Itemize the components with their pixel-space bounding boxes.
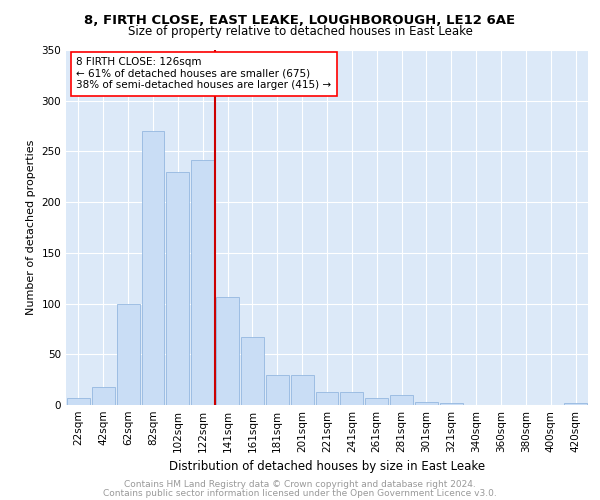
- Bar: [266, 374, 289, 405]
- Bar: [415, 402, 438, 405]
- Bar: [166, 172, 189, 405]
- Text: 8, FIRTH CLOSE, EAST LEAKE, LOUGHBOROUGH, LE12 6AE: 8, FIRTH CLOSE, EAST LEAKE, LOUGHBOROUGH…: [85, 14, 515, 27]
- Bar: [241, 337, 264, 405]
- Bar: [440, 403, 463, 405]
- Bar: [340, 392, 363, 405]
- Text: 8 FIRTH CLOSE: 126sqm
← 61% of detached houses are smaller (675)
38% of semi-det: 8 FIRTH CLOSE: 126sqm ← 61% of detached …: [76, 57, 332, 90]
- Bar: [92, 386, 115, 405]
- Bar: [117, 304, 140, 405]
- Bar: [390, 395, 413, 405]
- Bar: [291, 374, 314, 405]
- Bar: [564, 403, 587, 405]
- Text: Contains public sector information licensed under the Open Government Licence v3: Contains public sector information licen…: [103, 488, 497, 498]
- Text: Contains HM Land Registry data © Crown copyright and database right 2024.: Contains HM Land Registry data © Crown c…: [124, 480, 476, 489]
- Bar: [316, 392, 338, 405]
- Text: Size of property relative to detached houses in East Leake: Size of property relative to detached ho…: [128, 25, 472, 38]
- Bar: [191, 160, 214, 405]
- Bar: [67, 398, 90, 405]
- Bar: [216, 298, 239, 405]
- Bar: [142, 131, 164, 405]
- Y-axis label: Number of detached properties: Number of detached properties: [26, 140, 36, 315]
- X-axis label: Distribution of detached houses by size in East Leake: Distribution of detached houses by size …: [169, 460, 485, 473]
- Bar: [365, 398, 388, 405]
